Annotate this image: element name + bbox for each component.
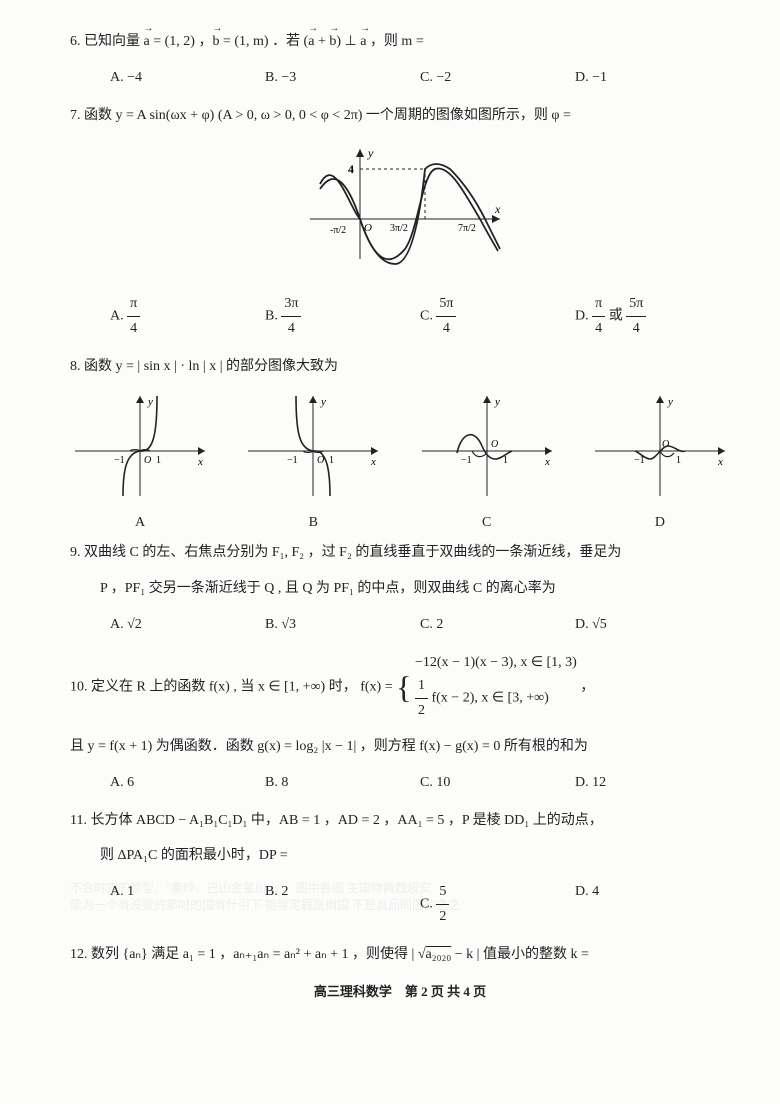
svg-text:-π/2: -π/2 [330,225,346,236]
q9-line2: P ，PF₁ 交另一条渐近线于 Q , 且 Q 为 PF₁ 的中点，则双曲线 C… [100,577,730,601]
q7-number: 7. [70,108,81,123]
q11-line2: 则 ΔPA₁C 的面积最小时，DP = [100,844,730,868]
svg-text:4: 4 [348,162,354,176]
svg-text:O: O [364,222,372,234]
q9-number: 9. [70,545,81,560]
q8-graph-c: y x −1 O 1 C [417,391,557,536]
q12-number: 12. [70,947,88,962]
question-12: 12. 数列 {aₙ} 满足 a₁ = 1 ，aₙ₊₁aₙ = aₙ² + aₙ… [70,943,730,967]
q8-text: 函数 y = | sin x | · ln | x | 的部分图像大致为 [84,359,338,374]
page-footer: 高三理科数学 第 2 页 共 4 页 [70,981,730,1003]
piece-row-1: −12(x − 1)(x − 3), x ∈ [1, 3) [415,651,577,675]
q10-choice-c: C. 10 [420,771,575,795]
q6-choice-a: A. −4 [110,66,265,90]
q10-choices: A. 6 B. 8 C. 10 D. 12 [110,771,730,795]
q9-choices: A. √2 B. √3 C. 2 D. √5 [110,613,730,637]
q9-choice-b: B. √3 [265,613,420,637]
q11-choices: A. 1 B. 2 C. 52 D. 4 [110,880,730,929]
svg-text:1: 1 [156,455,161,466]
question-8: 8. 函数 y = | sin x | · ln | x | 的部分图像大致为 [70,355,730,379]
question-11: 11. 长方体 ABCD − A₁B₁C₁D₁ 中，AB = 1 ，AD = 2… [70,809,730,833]
brace-icon: { [396,669,411,705]
svg-text:−1: −1 [461,455,472,466]
q7-choice-a: A. π4 [110,292,265,341]
q11-choice-c: C. 52 [420,880,575,929]
q10-choice-b: B. 8 [265,771,420,795]
question-6: 6. 已知向量 a = (1, 2) ，b = (1, m) ．若 (a + b… [70,30,730,54]
q7-choice-c: C. 5π4 [420,292,575,341]
q8-number: 8. [70,359,81,374]
question-7: 7. 函数 y = A sin(ωx + φ) (A > 0, ω > 0, 0… [70,104,730,128]
svg-text:y: y [667,396,673,408]
svg-text:1: 1 [676,455,681,466]
question-10: 10. 定义在 R 上的函数 f(x) , 当 x ∈ [1, +∞) 时， f… [70,651,730,723]
svg-text:3π/2: 3π/2 [390,223,408,234]
q11-choice-d: D. 4 [575,880,730,929]
q6-choice-d: D. −1 [575,66,730,90]
q7-graph: y x 4 -π/2 O 3π/2 7π/2 [70,139,730,278]
svg-text:x: x [197,456,203,468]
svg-text:y: y [147,396,153,408]
q6-choices: A. −4 B. −3 C. −2 D. −1 [110,66,730,90]
q11-number: 11. [70,813,87,828]
svg-text:x: x [717,456,723,468]
q8-graph-d: y x −1 O 1 D [590,391,730,536]
question-9: 9. 双曲线 C 的左、右焦点分别为 F₁, F₂ ，过 F₂ 的直线垂直于双曲… [70,541,730,565]
q7-text: 函数 y = A sin(ωx + φ) (A > 0, ω > 0, 0 < … [84,108,571,123]
q6-number: 6. [70,34,81,49]
q6-choice-c: C. −2 [420,66,575,90]
q10-number: 10. [70,679,88,694]
piece-row-2: 12 f(x − 2), x ∈ [3, +∞) [415,674,577,723]
svg-text:1: 1 [329,455,334,466]
q7-choices: A. π4 B. 3π4 C. 5π4 D. π4 或 5π4 [110,292,730,341]
svg-text:x: x [494,202,501,216]
q8-graph-a: y x −1 O 1 A [70,391,210,536]
q9-choice-c: C. 2 [420,613,575,637]
vector-a: a [144,30,150,54]
q10-choice-d: D. 12 [575,771,730,795]
q11-choice-b: B. 2 [265,880,420,929]
q7-choice-b: B. 3π4 [265,292,420,341]
q7-choice-d: D. π4 或 5π4 [575,292,730,341]
svg-text:x: x [544,456,550,468]
svg-text:7π/2: 7π/2 [458,223,476,234]
svg-text:−1: −1 [114,455,125,466]
vector-b: b [212,30,219,54]
q6-choice-b: B. −3 [265,66,420,90]
svg-text:O: O [144,455,151,466]
svg-text:x: x [370,456,376,468]
q9-choice-a: A. √2 [110,613,265,637]
q9-choice-d: D. √5 [575,613,730,637]
q10-choice-a: A. 6 [110,771,265,795]
q8-graphs: y x −1 O 1 A y x −1 O 1 B [70,391,730,536]
svg-text:y: y [320,396,326,408]
q11-choice-a: A. 1 [110,880,265,929]
svg-text:−1: −1 [287,455,298,466]
svg-text:y: y [494,396,500,408]
q10-line2: 且 y = f(x + 1) 为偶函数．函数 g(x) = log₂ |x − … [70,735,730,759]
svg-text:O: O [491,439,498,450]
svg-text:y: y [367,146,374,160]
q8-graph-b: y x −1 O 1 B [243,391,383,536]
